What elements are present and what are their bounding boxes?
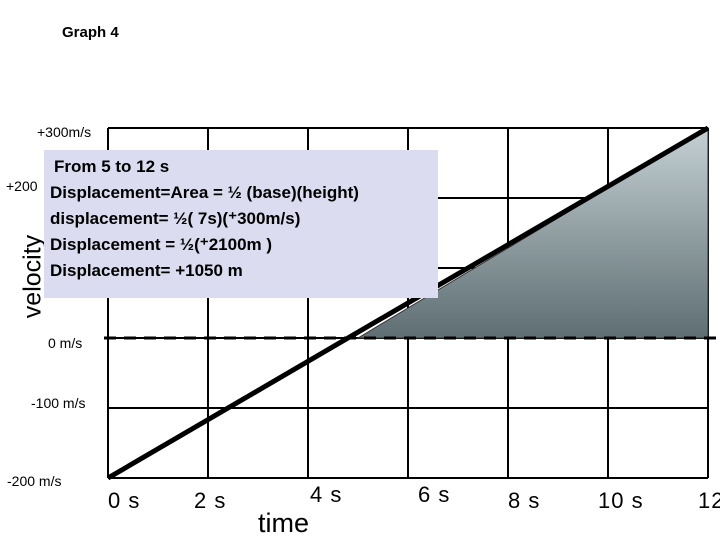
y-tick-label-minus-200: -200 m/s: [4, 472, 68, 491]
x-tick-label-10: 10 s: [594, 488, 648, 514]
velocity-series-line: [106, 125, 710, 481]
annotation-box: From 5 to 12 s Displacement=Area = ½ (ba…: [44, 150, 438, 298]
x-axis-title: time: [258, 508, 310, 538]
chart-title: Graph 4: [62, 24, 119, 41]
y-tick-label-200: +200: [4, 178, 40, 194]
x-tick-label-0: 0 s: [104, 488, 145, 514]
y-tick-label-0: 0 m/s: [44, 334, 91, 353]
x-tick-label-6: 6 s: [414, 482, 455, 508]
annotation-line-3: displacement= ½( 7s)(⁺300m/s): [50, 209, 301, 228]
annotation-line-4: Displacement = ½(⁺2100m ): [50, 235, 273, 254]
x-tick-label-8: 8 s: [504, 488, 545, 514]
annotation-line-1: From 5 to 12 s: [54, 157, 170, 176]
y-tick-label-minus-100: -100 m/s: [28, 394, 92, 413]
annotation-line-2: Displacement=Area = ½ (base)(height): [50, 183, 359, 202]
x-tick-label-12: 12: [694, 488, 720, 514]
x-tick-label-2: 2 s: [190, 488, 231, 514]
y-tick-label-300: +300m/s: [34, 123, 95, 141]
annotation-line-5: Displacement= +1050 m: [50, 261, 243, 280]
x-tick-label-4: 4 s: [306, 482, 347, 508]
